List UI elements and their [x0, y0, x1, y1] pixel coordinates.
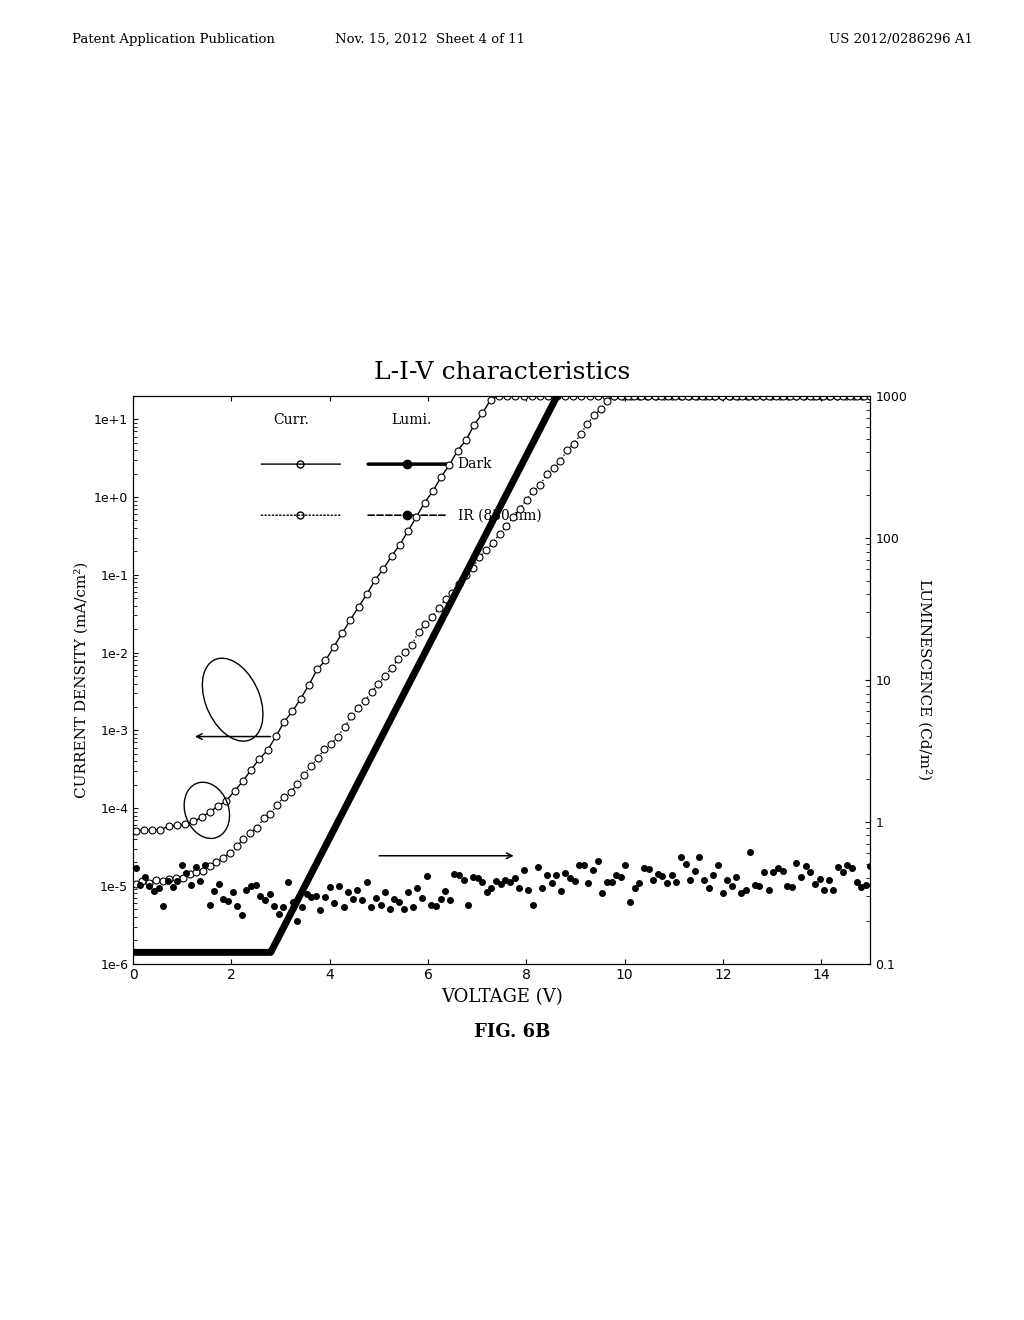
Text: Patent Application Publication: Patent Application Publication	[72, 33, 274, 46]
Text: Nov. 15, 2012  Sheet 4 of 11: Nov. 15, 2012 Sheet 4 of 11	[335, 33, 525, 46]
Text: IR (830 nm): IR (830 nm)	[458, 508, 542, 523]
Title: L-I-V characteristics: L-I-V characteristics	[374, 362, 630, 384]
Y-axis label: LUMINESCENCE (Cd/m²): LUMINESCENCE (Cd/m²)	[918, 579, 932, 780]
Y-axis label: CURRENT DENSITY (mA/cm²): CURRENT DENSITY (mA/cm²)	[74, 561, 88, 799]
Text: Dark: Dark	[458, 457, 493, 471]
Text: FIG. 6B: FIG. 6B	[474, 1023, 550, 1041]
Text: US 2012/0286296 A1: US 2012/0286296 A1	[828, 33, 973, 46]
Text: Lumi.: Lumi.	[391, 413, 431, 428]
X-axis label: VOLTAGE (V): VOLTAGE (V)	[441, 987, 562, 1006]
Text: Curr.: Curr.	[273, 413, 309, 428]
